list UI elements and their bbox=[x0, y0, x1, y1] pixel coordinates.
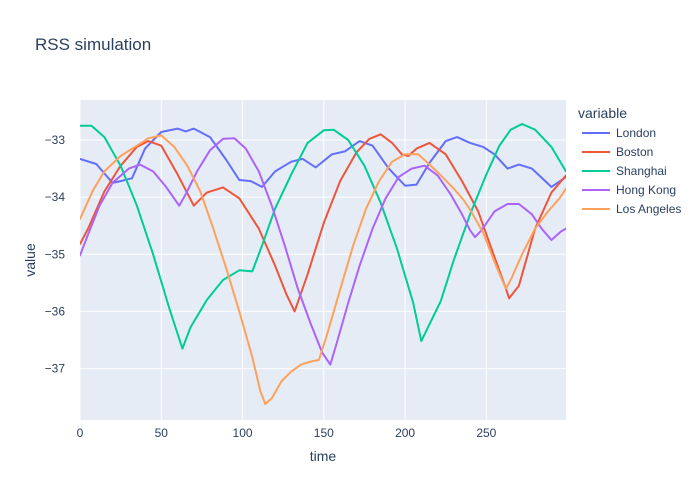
legend-label: Boston bbox=[616, 145, 653, 159]
x-tick-label: 150 bbox=[314, 426, 334, 440]
legend-label: Hong Kong bbox=[616, 183, 676, 197]
chart-title: RSS simulation bbox=[35, 35, 151, 54]
legend-label: Los Angeles bbox=[616, 202, 681, 216]
legend[interactable]: London Boston Shanghai Hong Kong Los Angeles bbox=[582, 126, 681, 216]
y-axis-title: value bbox=[22, 243, 38, 277]
series-line-boston bbox=[80, 133, 566, 313]
y-tick-label: −33 bbox=[45, 133, 66, 147]
legend-title: variable bbox=[578, 105, 627, 121]
legend-item-shanghai[interactable]: Shanghai bbox=[582, 164, 667, 178]
series-line-shanghai bbox=[80, 123, 566, 350]
legend-label: Shanghai bbox=[616, 164, 667, 178]
series-lines bbox=[80, 123, 566, 405]
legend-item-boston[interactable]: Boston bbox=[582, 145, 653, 159]
x-tick-label: 100 bbox=[233, 426, 253, 440]
legend-label: London bbox=[616, 126, 656, 140]
y-tick-label: −34 bbox=[45, 190, 66, 204]
series-line-los-angeles bbox=[80, 134, 566, 405]
x-tick-label: 50 bbox=[155, 426, 169, 440]
y-tick-label: −37 bbox=[45, 362, 66, 376]
series-line-hong-kong bbox=[80, 137, 566, 366]
y-tick-label: −36 bbox=[45, 304, 66, 318]
y-tick-label: −35 bbox=[45, 247, 66, 261]
x-axis-title: time bbox=[310, 448, 337, 464]
x-tick-label: 200 bbox=[395, 426, 415, 440]
x-tick-label: 250 bbox=[476, 426, 496, 440]
x-tick-label: 0 bbox=[77, 426, 84, 440]
legend-item-los-angeles[interactable]: Los Angeles bbox=[582, 202, 681, 216]
series-line-london bbox=[80, 127, 566, 188]
axis-ticks: 0 50 100 150 200 250 −37 −36 −35 −34 −33 bbox=[45, 133, 497, 440]
legend-item-london[interactable]: London bbox=[582, 126, 656, 140]
legend-item-hong-kong[interactable]: Hong Kong bbox=[582, 183, 676, 197]
gridlines bbox=[79, 100, 566, 420]
